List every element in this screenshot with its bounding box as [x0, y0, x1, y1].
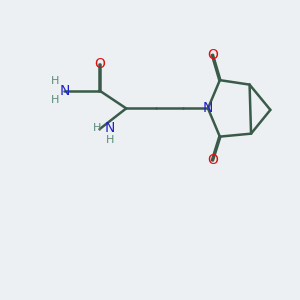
Text: H: H [51, 95, 59, 105]
Text: N: N [105, 121, 115, 135]
Text: O: O [207, 153, 218, 167]
Text: H: H [93, 123, 101, 133]
Text: N: N [60, 84, 70, 98]
Text: H: H [106, 136, 114, 146]
Text: H: H [51, 76, 59, 86]
Text: N: N [203, 101, 213, 116]
Text: O: O [207, 48, 218, 62]
Text: O: O [94, 57, 105, 71]
